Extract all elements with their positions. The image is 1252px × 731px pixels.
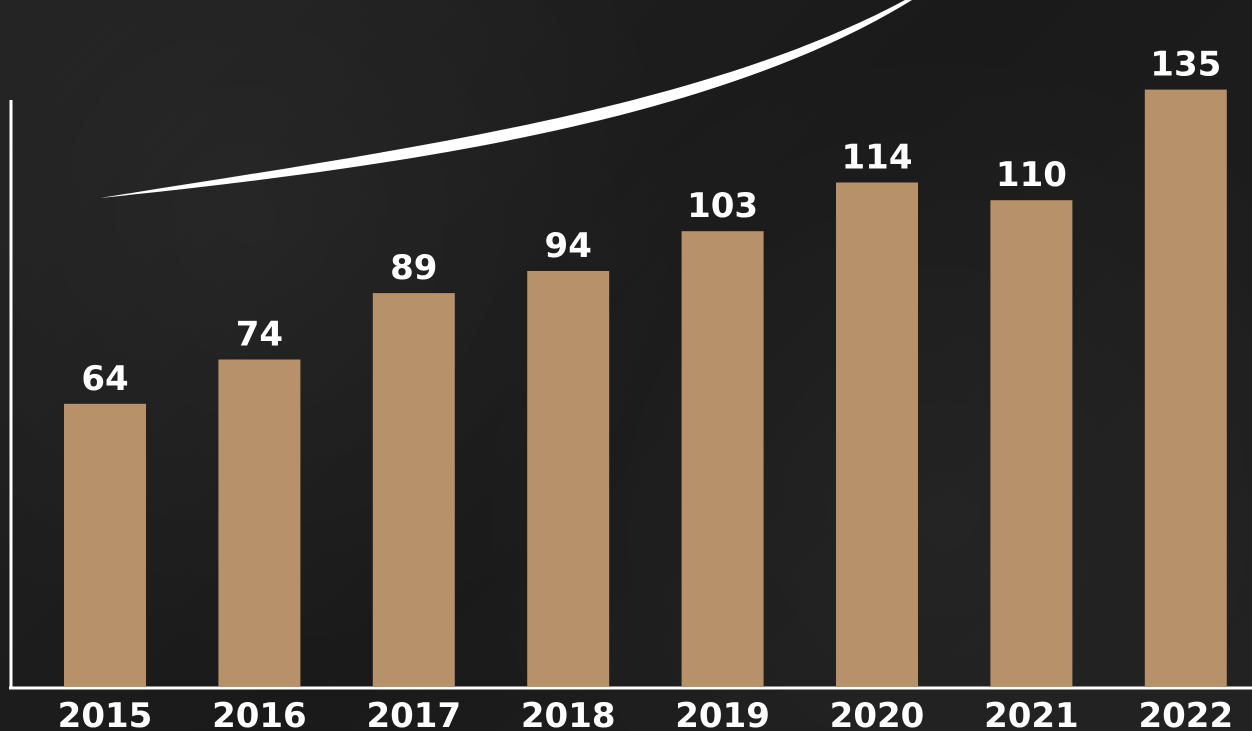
x-tick-label-2020: 2020 [830,696,925,731]
value-label-2019: 103 [687,186,758,226]
bar-2015 [64,403,146,687]
x-tick-label-2022: 2022 [1138,696,1233,731]
trend-arrow [100,0,912,198]
bar-2016 [218,359,301,687]
value-label-2017: 89 [390,248,437,288]
value-label-2020: 114 [842,138,913,178]
bar-2020 [836,182,918,687]
value-labels-group: 64 74 89 94 103 114 110 135 [81,45,1221,399]
x-tick-label-2017: 2017 [366,696,461,731]
value-label-2016: 74 [236,315,283,355]
x-tick-labels-group: 2015 2016 2017 2018 2019 2020 2021 2022 [58,696,1233,731]
x-tick-label-2021: 2021 [984,696,1079,731]
value-label-2015: 64 [81,359,128,399]
x-tick-label-2015: 2015 [58,696,153,731]
value-label-2018: 94 [545,226,592,266]
x-tick-label-2018: 2018 [521,696,616,731]
bar-2022 [1144,89,1227,688]
trend-arrow-group [100,0,912,198]
bar-2017 [372,293,455,687]
bars-group [64,89,1227,688]
x-tick-label-2016: 2016 [212,696,307,731]
bar-2018 [527,271,610,687]
value-label-2022: 135 [1150,45,1221,85]
value-label-2021: 110 [996,155,1067,195]
x-tick-label-2019: 2019 [675,696,770,731]
bar-2021 [990,200,1073,687]
bar-2019 [681,231,764,687]
